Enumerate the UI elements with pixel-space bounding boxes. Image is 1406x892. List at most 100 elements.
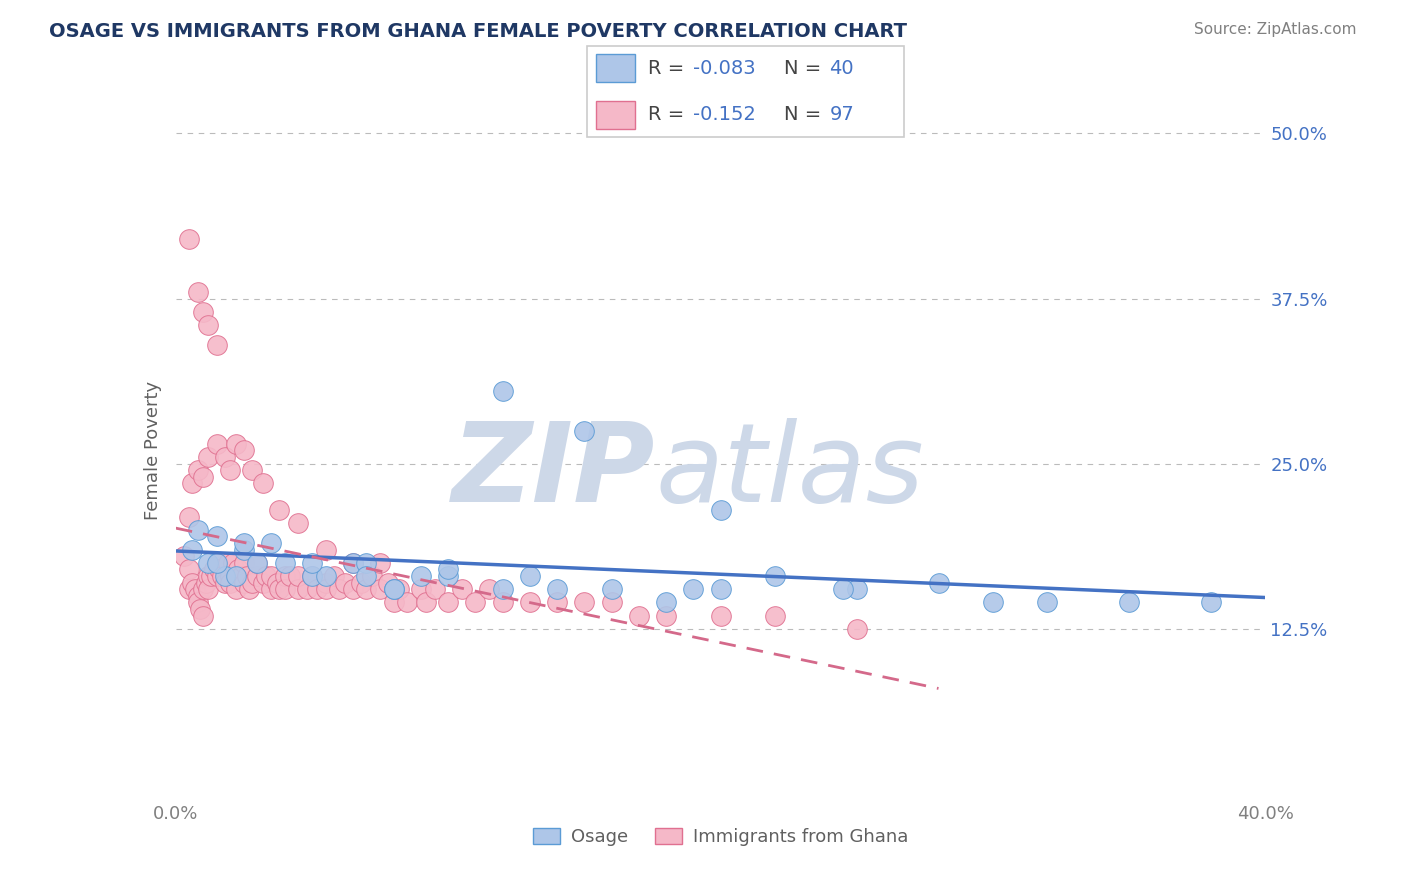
- Point: [382, 595, 405, 609]
- Text: N =: N =: [785, 59, 828, 78]
- Point: [382, 582, 405, 596]
- Point: [437, 562, 460, 576]
- Point: [186, 523, 209, 537]
- Point: [368, 582, 391, 596]
- Point: [307, 582, 329, 596]
- Point: [287, 516, 309, 530]
- Point: [252, 575, 274, 590]
- Point: [254, 569, 277, 583]
- Point: [315, 542, 337, 557]
- Point: [315, 575, 337, 590]
- Point: [232, 536, 254, 550]
- Point: [191, 470, 214, 484]
- Legend: Osage, Immigrants from Ghana: Osage, Immigrants from Ghana: [526, 821, 915, 854]
- Text: 40: 40: [830, 59, 853, 78]
- Point: [269, 582, 291, 596]
- Point: [627, 608, 650, 623]
- Point: [492, 595, 515, 609]
- Point: [232, 575, 254, 590]
- Point: [238, 582, 260, 596]
- Point: [356, 569, 378, 583]
- Point: [197, 318, 219, 332]
- Point: [222, 556, 245, 570]
- Point: [437, 569, 460, 583]
- Point: [197, 569, 219, 583]
- Point: [342, 582, 364, 596]
- Point: [832, 582, 855, 596]
- Point: [214, 575, 236, 590]
- Point: [342, 556, 364, 570]
- Point: [225, 582, 247, 596]
- Point: [710, 503, 733, 517]
- Point: [179, 582, 201, 596]
- Point: [214, 569, 236, 583]
- Point: [655, 608, 678, 623]
- Point: [278, 569, 301, 583]
- Point: [188, 602, 211, 616]
- Point: [492, 384, 515, 398]
- Point: [186, 595, 209, 609]
- Point: [208, 562, 231, 576]
- Point: [217, 556, 239, 570]
- Point: [186, 589, 209, 603]
- Text: -0.083: -0.083: [693, 59, 756, 78]
- Point: [301, 556, 323, 570]
- Point: [574, 424, 596, 438]
- Point: [225, 437, 247, 451]
- Point: [240, 575, 263, 590]
- Point: [260, 582, 283, 596]
- Point: [377, 575, 399, 590]
- Point: [240, 463, 263, 477]
- Point: [301, 569, 323, 583]
- Point: [211, 569, 233, 583]
- Text: -0.152: -0.152: [693, 105, 756, 124]
- Point: [519, 569, 541, 583]
- Point: [450, 582, 472, 596]
- Point: [181, 575, 204, 590]
- Text: N =: N =: [785, 105, 828, 124]
- Point: [356, 582, 378, 596]
- Point: [1199, 595, 1222, 609]
- Point: [225, 569, 247, 583]
- Point: [710, 582, 733, 596]
- Text: Source: ZipAtlas.com: Source: ZipAtlas.com: [1194, 22, 1357, 37]
- Point: [232, 443, 254, 458]
- Point: [219, 463, 242, 477]
- Point: [546, 582, 568, 596]
- Point: [179, 509, 201, 524]
- Point: [186, 463, 209, 477]
- Bar: [596, 54, 636, 82]
- Point: [205, 529, 228, 543]
- Point: [252, 476, 274, 491]
- Point: [928, 575, 950, 590]
- Point: [191, 305, 214, 319]
- Text: atlas: atlas: [655, 417, 924, 524]
- Point: [191, 582, 214, 596]
- Point: [600, 595, 623, 609]
- Point: [269, 503, 291, 517]
- Point: [231, 569, 253, 583]
- Text: ZIP: ZIP: [451, 417, 655, 524]
- Point: [200, 569, 222, 583]
- Bar: [596, 101, 636, 129]
- Point: [388, 582, 411, 596]
- Point: [197, 582, 219, 596]
- Point: [246, 569, 269, 583]
- Text: 97: 97: [830, 105, 853, 124]
- Point: [179, 232, 201, 246]
- Point: [274, 556, 297, 570]
- Point: [655, 595, 678, 609]
- Point: [409, 582, 432, 596]
- Point: [600, 582, 623, 596]
- Point: [710, 608, 733, 623]
- Point: [1036, 595, 1059, 609]
- Point: [437, 595, 460, 609]
- Point: [1118, 595, 1140, 609]
- Point: [235, 569, 257, 583]
- Text: OSAGE VS IMMIGRANTS FROM GHANA FEMALE POVERTY CORRELATION CHART: OSAGE VS IMMIGRANTS FROM GHANA FEMALE PO…: [49, 22, 907, 41]
- Point: [186, 285, 209, 299]
- Point: [423, 582, 446, 596]
- Y-axis label: Female Poverty: Female Poverty: [143, 381, 162, 520]
- Point: [396, 595, 419, 609]
- Point: [287, 582, 309, 596]
